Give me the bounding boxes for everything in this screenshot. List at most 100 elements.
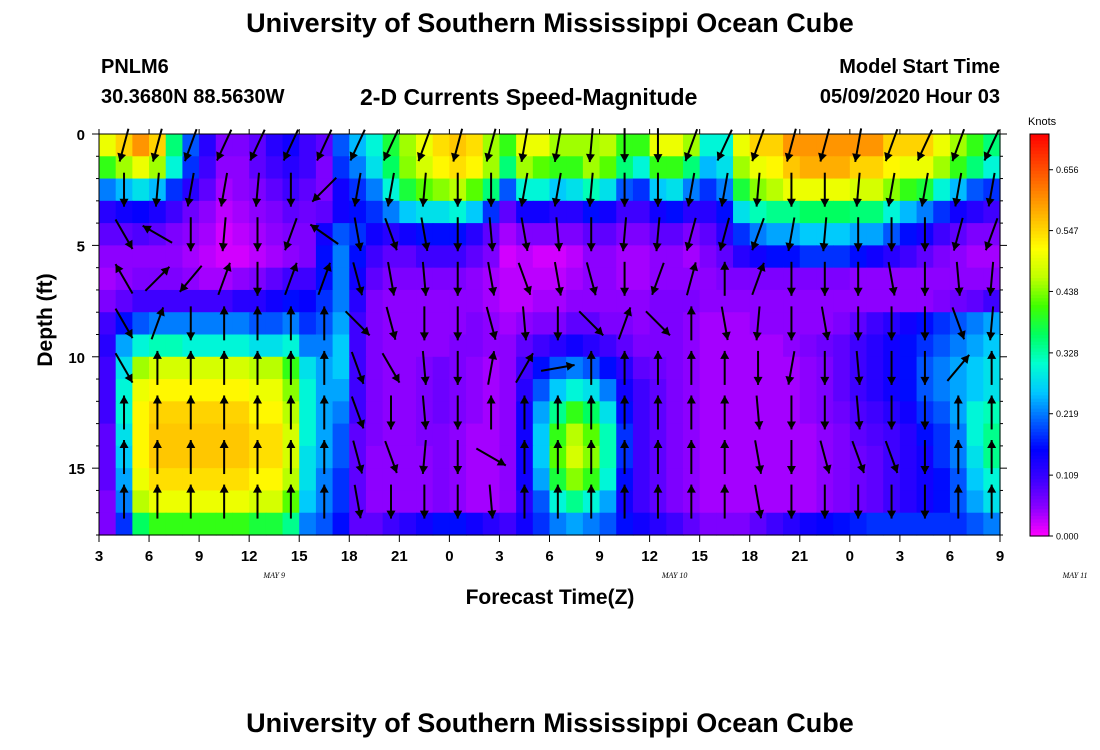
- heatmap-cell: [466, 312, 484, 336]
- arrow-head: [888, 286, 898, 296]
- heatmap-cell: [699, 178, 717, 202]
- heatmap-cell: [616, 468, 634, 492]
- current-arrow: [586, 484, 596, 519]
- heatmap-cell: [165, 267, 184, 291]
- current-arrow: [884, 440, 899, 474]
- heatmap-cell: [833, 379, 851, 402]
- arrow-head: [421, 242, 431, 251]
- heatmap-cell: [382, 156, 400, 180]
- current-arrow: [620, 261, 630, 296]
- current-arrow: [553, 440, 563, 475]
- heatmap-cell: [99, 334, 117, 358]
- heatmap-cell: [849, 512, 868, 536]
- colorbar-segment: [1030, 375, 1049, 380]
- current-arrow: [319, 440, 329, 475]
- current-arrow: [486, 172, 496, 207]
- heatmap-cell: [299, 334, 317, 358]
- heatmap-cell: [299, 468, 317, 492]
- heatmap-cell: [232, 134, 250, 157]
- arrow-head: [819, 242, 829, 252]
- heatmap-cell: [566, 223, 584, 246]
- y-tick-label: 10: [68, 350, 85, 367]
- heatmap-cell: [733, 379, 751, 402]
- current-arrow: [951, 307, 966, 340]
- heatmap-cell: [716, 334, 734, 358]
- arrow-head: [987, 440, 997, 449]
- heatmap-cell: [716, 289, 734, 313]
- heatmap-cell: [365, 312, 384, 336]
- arrow-head: [720, 261, 730, 270]
- heatmap-cell: [115, 156, 133, 180]
- arrow-head: [987, 484, 997, 493]
- heatmap-cell: [365, 134, 384, 157]
- heatmap-cell: [733, 490, 751, 514]
- colorbar-segment: [1030, 345, 1049, 349]
- current-arrow: [620, 440, 630, 475]
- current-arrow: [785, 351, 796, 385]
- heatmap-cell: [332, 512, 350, 536]
- arrow-head: [218, 197, 228, 207]
- heatmap-cell: [165, 223, 184, 246]
- arrow-head: [953, 484, 963, 493]
- heatmap-cell: [916, 423, 934, 447]
- heatmap-cell: [766, 289, 784, 313]
- arrow-head: [496, 457, 506, 466]
- arrow-head: [887, 332, 897, 341]
- heatmap-cell: [616, 289, 634, 313]
- colorbar-segment: [1030, 170, 1049, 175]
- colorbar-segment: [1030, 254, 1049, 259]
- arrow-head: [389, 463, 399, 474]
- heatmap-cell: [799, 267, 818, 291]
- arrow-head: [920, 243, 930, 252]
- colorbar-segment: [1030, 502, 1049, 507]
- arrow-head: [184, 197, 194, 207]
- heatmap-cell: [699, 289, 717, 313]
- model-start-value: 05/09/2020 Hour 03: [819, 86, 1000, 108]
- colorbar-segment: [1030, 231, 1049, 236]
- arrow-head: [186, 440, 196, 449]
- heatmap-cell: [866, 468, 884, 492]
- heatmap-cell: [232, 156, 250, 180]
- current-arrow: [786, 261, 796, 296]
- heatmap-cell: [733, 512, 751, 536]
- heatmap-cell: [416, 289, 434, 313]
- heatmap-cell: [182, 289, 200, 313]
- arrow-head: [553, 440, 563, 449]
- arrow-head: [960, 354, 970, 364]
- heatmap-cell: [165, 468, 184, 492]
- heatmap-cell: [833, 223, 851, 246]
- heatmap-cell: [816, 468, 834, 492]
- colorbar-segment: [1030, 495, 1049, 500]
- arrow-head: [391, 373, 400, 383]
- heatmap-cell: [466, 200, 484, 224]
- heatmap-cell: [582, 512, 601, 536]
- current-arrow: [786, 306, 796, 341]
- heatmap-cell: [165, 178, 184, 202]
- heatmap-cell: [115, 512, 133, 536]
- current-arrow: [186, 440, 196, 475]
- heatmap-cell: [349, 379, 367, 402]
- heatmap-cell: [866, 490, 884, 514]
- heatmap-cell: [265, 178, 284, 202]
- heatmap-cell: [616, 379, 634, 402]
- heatmap-cell: [349, 156, 367, 180]
- arrow-head: [160, 266, 170, 276]
- heatmap-cell: [299, 401, 317, 425]
- heatmap-cell: [632, 356, 651, 380]
- arrow-head: [720, 350, 730, 359]
- arrow-head: [684, 241, 694, 251]
- arrow-head: [689, 262, 699, 272]
- heatmap-cell: [949, 334, 968, 358]
- y-tick-label: 15: [68, 461, 85, 478]
- heatmap-cell: [682, 468, 701, 492]
- heatmap-cell: [699, 490, 717, 514]
- heatmap-cell: [632, 445, 651, 469]
- arrow-head: [253, 484, 263, 493]
- current-arrow: [686, 395, 696, 430]
- current-arrow: [953, 484, 963, 519]
- colorbar-segment: [1030, 264, 1049, 269]
- colorbar-segment: [1030, 365, 1049, 370]
- heatmap-cell: [632, 423, 651, 447]
- heatmap-cell: [766, 245, 784, 269]
- heatmap-cell: [582, 423, 601, 447]
